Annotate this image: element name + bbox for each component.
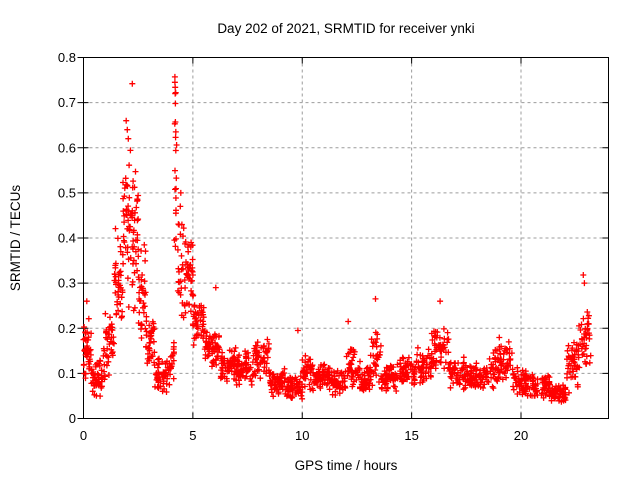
x-axis-label: GPS time / hours	[295, 458, 398, 473]
y-tick-label: 0.7	[58, 95, 76, 110]
y-axis-label: SRMTID / TECUs	[8, 185, 23, 292]
y-tick-label: 0.2	[58, 321, 76, 336]
y-tick-label: 0.8	[58, 50, 76, 65]
x-tick-label: 0	[80, 428, 87, 443]
chart-title: Day 202 of 2021, SRMTID for receiver ynk…	[217, 21, 474, 36]
x-tick-label: 10	[295, 428, 309, 443]
y-tick-label: 0.6	[58, 140, 76, 155]
axis-ticks	[77, 57, 609, 419]
x-tick-labels: 0 5 10 15 20	[80, 428, 528, 443]
y-tick-label: 0.4	[58, 231, 76, 246]
x-tick-label: 20	[514, 428, 528, 443]
y-tick-label: 0.5	[58, 185, 76, 200]
data-points	[80, 73, 594, 405]
x-tick-label: 15	[404, 428, 418, 443]
scatter-markers	[80, 73, 594, 405]
y-tick-label: 0.3	[58, 276, 76, 291]
x-tick-label: 5	[189, 428, 196, 443]
y-tick-label: 0.1	[58, 366, 76, 381]
y-tick-label: 0	[69, 411, 76, 426]
y-tick-labels: 0 0.1 0.2 0.3 0.4 0.5 0.6 0.7 0.8	[58, 50, 76, 426]
